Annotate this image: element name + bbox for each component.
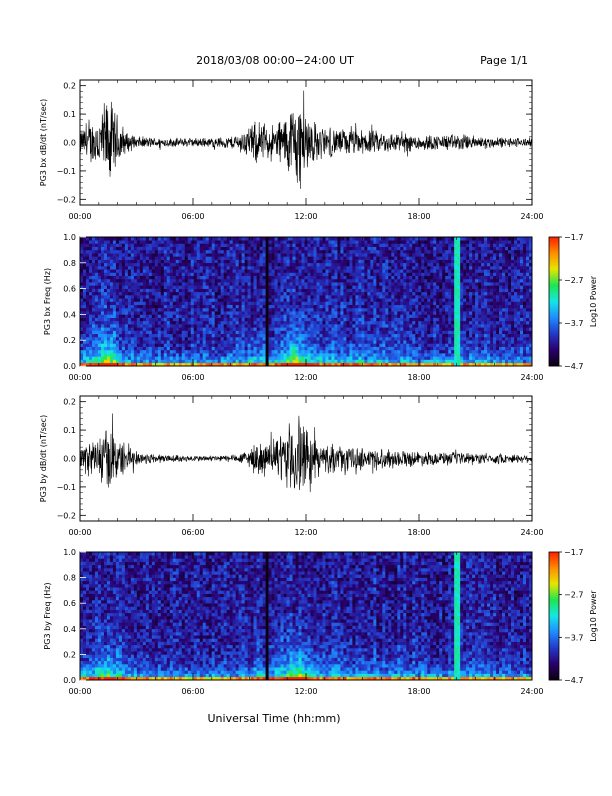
x-tick-label: 00:00 xyxy=(68,528,91,537)
x-tick-label: 00:00 xyxy=(68,212,91,221)
y-axis-label: PG3 bx dB/dt (nT/sec) xyxy=(39,99,48,186)
y-tick-label: 0.4 xyxy=(63,625,76,634)
y-tick-label: −0.1 xyxy=(57,167,76,176)
x-tick-label: 00:00 xyxy=(68,373,91,382)
y-tick-label: 0.1 xyxy=(63,110,76,119)
timeseries-panel: 0.2 0.1 0.0 −0.1 −0.2 00:00 06:00 12:00 18:00 24:… xyxy=(39,80,544,221)
y-tick-label: −0.2 xyxy=(57,511,76,520)
x-tick-label: 12:00 xyxy=(294,212,317,221)
y-tick-label: 0.0 xyxy=(63,676,76,685)
colorbar-tick-label: −1.7 xyxy=(564,548,583,557)
panels: 0.2 0.1 0.0 −0.1 −0.2 00:00 06:00 12:00 18:00 24:… xyxy=(39,80,598,696)
x-tick-label: 18:00 xyxy=(407,373,430,382)
y-tick-label: 0.2 xyxy=(63,336,76,345)
spectrogram-panel: 1.0 0.8 0.6 0.4 0.2 0.0 00:00 06:00 12:00 18:00 24… xyxy=(43,233,598,382)
colorbar-tick-label: −1.7 xyxy=(564,233,583,242)
colorbar-tick-label: −4.7 xyxy=(564,362,583,371)
x-tick-label: 24:00 xyxy=(520,212,543,221)
y-tick-label: 0.2 xyxy=(63,82,76,91)
colorbar-tick-label: −2.7 xyxy=(564,591,583,600)
y-tick-label: 0.8 xyxy=(63,574,76,583)
x-tick-label: 12:00 xyxy=(294,687,317,696)
y-tick-label: 0.0 xyxy=(63,455,76,464)
x-tick-label: 24:00 xyxy=(520,687,543,696)
x-tick-label: 24:00 xyxy=(520,373,543,382)
x-tick-label: 06:00 xyxy=(181,528,204,537)
x-tick-label: 18:00 xyxy=(407,687,430,696)
colorbar: −1.7 −2.7 −3.7 −4.7 Log10 Power xyxy=(549,548,598,685)
y-tick-label: 0.0 xyxy=(63,139,76,148)
colorbar: −1.7 −2.7 −3.7 −4.7 Log10 Power xyxy=(549,233,598,371)
spectrogram-cells xyxy=(80,237,532,366)
colorbar-tick-label: −3.7 xyxy=(564,633,583,642)
x-tick-label: 00:00 xyxy=(68,687,91,696)
y-tick-label: −0.1 xyxy=(57,483,76,492)
y-tick-label: 1.0 xyxy=(63,548,76,557)
colorbar-label: Log10 Power xyxy=(589,590,598,642)
y-axis-label: PG3 bx Freq (Hz) xyxy=(43,268,52,335)
x-tick-label: 24:00 xyxy=(520,528,543,537)
y-tick-label: 0.8 xyxy=(63,259,76,268)
spectrogram-panel: 1.0 0.8 0.6 0.4 0.2 0.0 00:00 06:00 12:00 18:00 24… xyxy=(43,548,598,696)
figure-title: 2018/03/08 00:00−24:00 UT xyxy=(196,54,354,67)
page-indicator: Page 1/1 xyxy=(480,54,528,67)
colorbar-tick-label: −3.7 xyxy=(564,319,583,328)
y-tick-label: 0.4 xyxy=(63,310,76,319)
colorbar-tick-label: −4.7 xyxy=(564,676,583,685)
x-tick-label: 06:00 xyxy=(181,212,204,221)
colorbar-label: Log10 Power xyxy=(589,275,598,327)
y-tick-label: 0.2 xyxy=(63,650,76,659)
y-axis-label: PG3 by dB/dt (nT/sec) xyxy=(39,415,48,502)
x-axis-title: Universal Time (hh:mm) xyxy=(208,712,341,725)
y-tick-label: 0.6 xyxy=(63,285,76,294)
x-tick-label: 18:00 xyxy=(407,212,430,221)
y-tick-label: 0.0 xyxy=(63,362,76,371)
colorbar-tick-label: −2.7 xyxy=(564,276,583,285)
timeseries-panel: 0.2 0.1 0.0 −0.1 −0.2 00:00 06:00 12:00 18:00 24:… xyxy=(39,396,544,537)
y-tick-label: −0.2 xyxy=(57,195,76,204)
y-tick-label: 0.2 xyxy=(63,398,76,407)
x-tick-label: 12:00 xyxy=(294,373,317,382)
y-axis-label: PG3 by Freq (Hz) xyxy=(43,582,52,649)
spectrogram-cells xyxy=(80,552,532,680)
x-tick-label: 06:00 xyxy=(181,687,204,696)
x-tick-label: 06:00 xyxy=(181,373,204,382)
x-tick-label: 12:00 xyxy=(294,528,317,537)
x-tick-label: 18:00 xyxy=(407,528,430,537)
y-tick-label: 0.6 xyxy=(63,599,76,608)
y-tick-label: 0.1 xyxy=(63,426,76,435)
y-tick-label: 1.0 xyxy=(63,233,76,242)
